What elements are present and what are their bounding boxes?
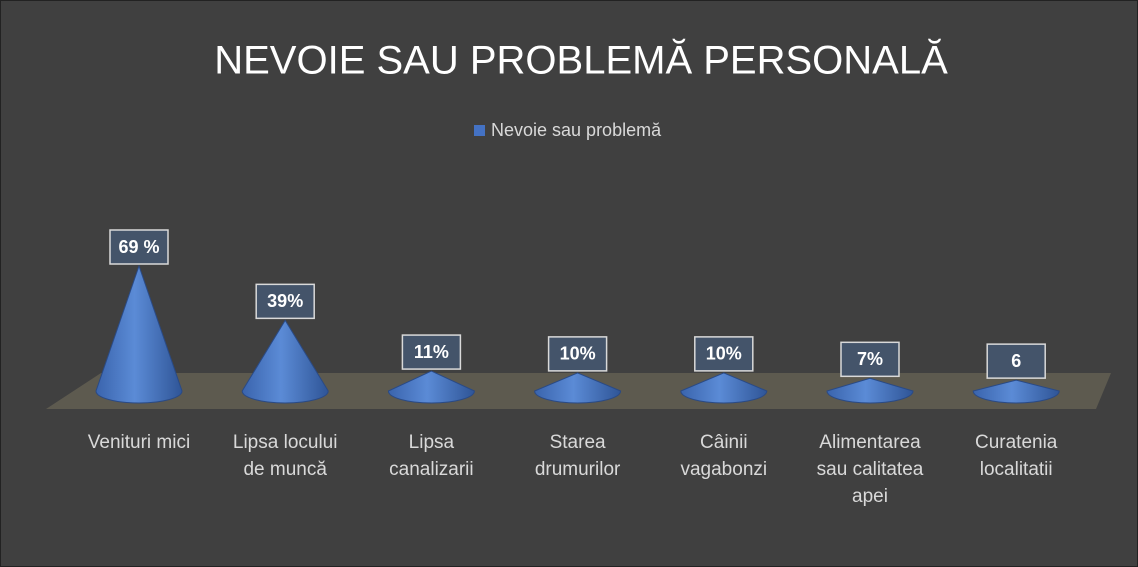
cone — [241, 319, 329, 404]
cone — [95, 264, 183, 404]
x-tick-label: Alimentarea sau calitatea apei — [816, 432, 924, 507]
data-label-box — [986, 343, 1046, 379]
data-label-box — [255, 283, 315, 320]
data-label-box — [840, 341, 900, 378]
legend-swatch — [474, 125, 485, 136]
cone — [972, 379, 1060, 404]
data-label-box — [547, 336, 608, 372]
data-label-box — [694, 336, 754, 372]
data-label: 10% — [706, 344, 742, 364]
data-label: 7% — [857, 349, 883, 369]
data-label: 11% — [414, 342, 449, 362]
x-tick-label: Lipsa canalizarii — [389, 432, 474, 480]
legend-label: Nevoie sau problemă — [491, 120, 662, 140]
cone — [387, 370, 475, 404]
x-tick-label: Starea drumurilor — [534, 432, 621, 480]
chart-title: NEVOIE SAU PROBLEMĂ PERSONALĂ — [214, 38, 948, 83]
cone — [534, 372, 622, 404]
data-label-box — [109, 229, 169, 265]
data-label: 69 % — [118, 237, 159, 257]
cone — [680, 372, 768, 404]
x-tick-label: Lipsa locului de muncă — [232, 432, 338, 480]
data-label: 6 — [1011, 351, 1021, 371]
data-label-box — [401, 334, 462, 370]
data-label: 39% — [267, 291, 303, 311]
cone — [826, 377, 914, 404]
x-tick-label: Câinii vagabonzi — [680, 432, 768, 480]
data-label: 10% — [560, 344, 596, 364]
x-tick-label: Curatenia localitatii — [974, 432, 1058, 480]
x-tick-label: Venituri mici — [87, 432, 191, 453]
